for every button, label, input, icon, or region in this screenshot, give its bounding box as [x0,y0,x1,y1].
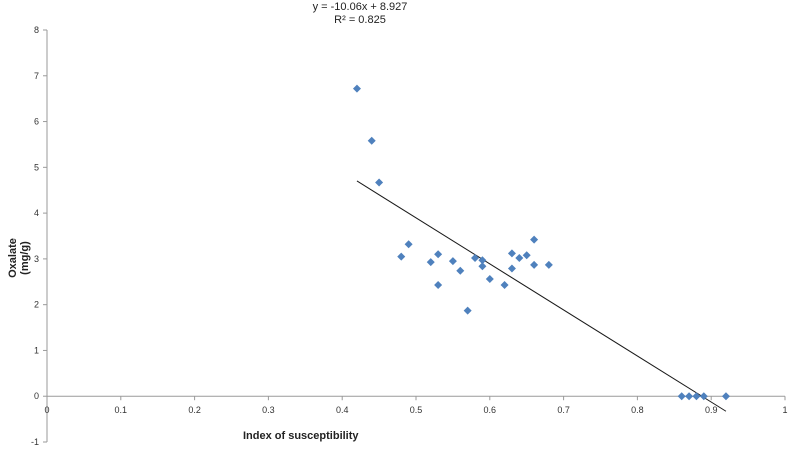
y-tick-label: 0 [34,391,39,401]
trendline [356,180,727,412]
y-tick-label: 1 [34,345,39,355]
data-point [485,275,494,284]
x-tick-label: 1 [782,405,787,415]
x-tick-label: 0.7 [557,405,570,415]
data-point [692,392,701,401]
data-point [530,260,539,269]
trendline-r-squared: R² = 0.825 [334,14,386,26]
data-point [699,392,708,401]
data-point [721,392,730,401]
trendline-group [356,180,727,412]
data-point [530,235,539,244]
y-axis-title: Oxalate (mg/g) [7,238,31,278]
data-point [448,257,457,266]
data-point [434,250,443,259]
axes: -1 0 1 2 3 4 5 6 7 8 0 0.1 0.2 0.3 0.4 0.5 0.6 0.7 0.8 0.9 1 [31,25,788,447]
data-point [522,251,531,260]
x-axis-title: Index of susceptibility [243,430,359,442]
data-point [434,280,443,289]
data-points [352,84,730,401]
x-tick-label: 0.3 [262,405,275,415]
data-point [367,136,376,145]
data-point [463,306,472,315]
data-point [478,256,487,265]
x-tick-label: 0.4 [336,405,349,415]
x-tick-label: 0 [44,405,49,415]
data-point [500,280,509,289]
data-point [677,392,686,401]
y-tick-label: 3 [34,254,39,264]
x-tick-label: 0.8 [631,405,644,415]
x-tick-label: 0.9 [705,405,718,415]
y-tick-label: 7 [34,71,39,81]
x-tick-label: 0.1 [115,405,128,415]
data-point [375,178,384,187]
y-tick-label: 8 [34,25,39,35]
x-tick-label: 0.5 [410,405,423,415]
x-tick-label: 0.6 [484,405,497,415]
data-point [404,240,413,249]
y-tick-label: 6 [34,117,39,127]
data-point [507,264,516,273]
data-point [456,266,465,275]
data-point [352,84,361,93]
y-tick-label: 5 [34,162,39,172]
x-tick-label: 0.2 [188,405,201,415]
data-point [685,392,694,401]
y-tick-label: 4 [34,208,39,218]
data-point [397,252,406,261]
data-point [507,249,516,258]
data-point [471,253,480,262]
data-point [515,253,524,262]
trendline-equation: y = -10.06x + 8.927 [312,1,408,13]
y-tick-label: 2 [34,300,39,310]
y-tick-label: -1 [31,437,39,447]
data-point [426,258,435,267]
data-point [478,262,487,271]
data-point [544,260,553,269]
